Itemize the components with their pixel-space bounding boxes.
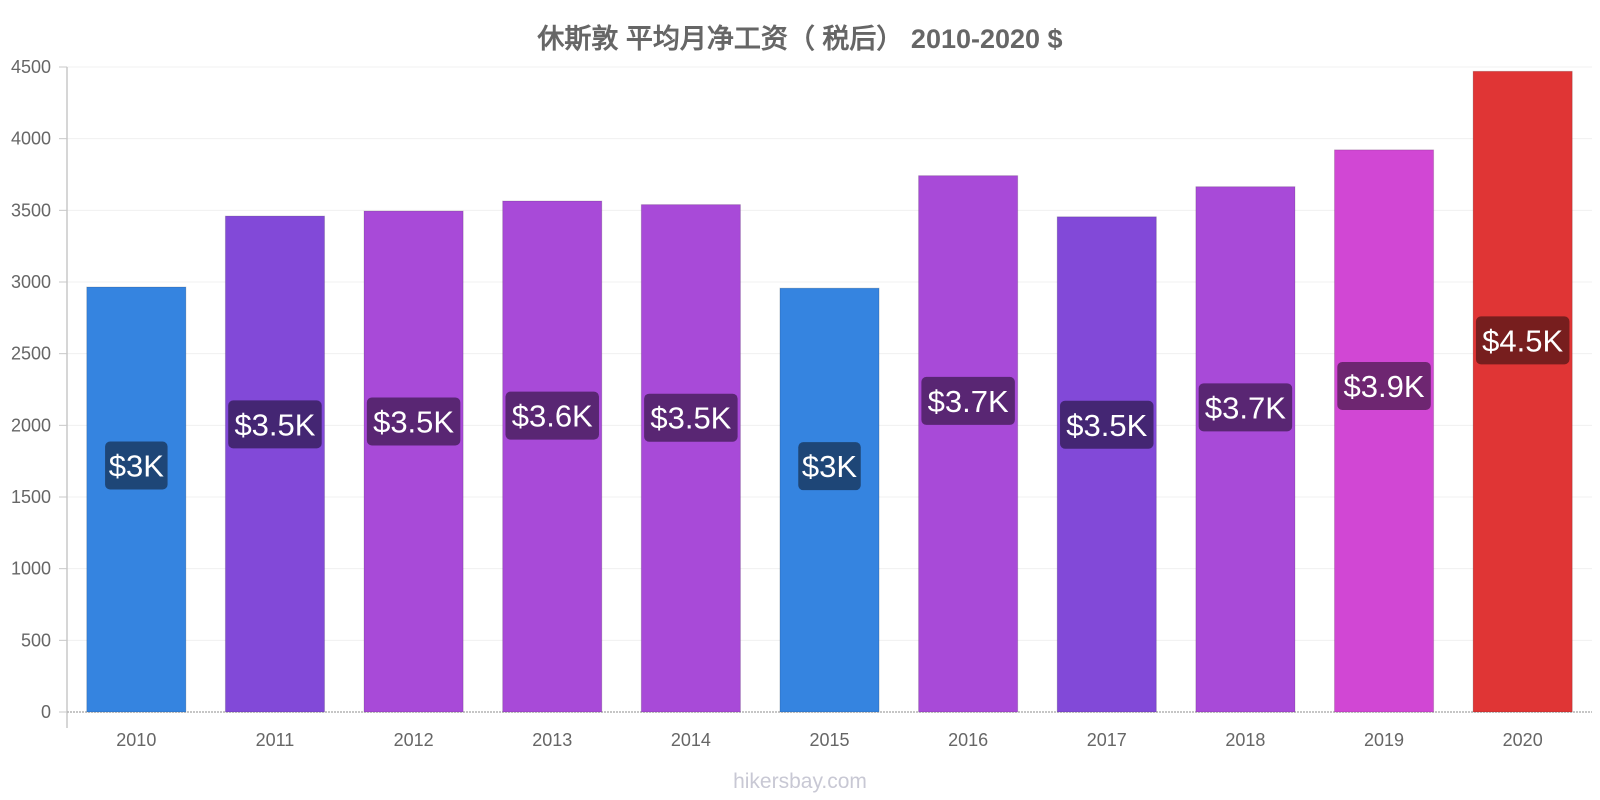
data-label: $3.6K: [512, 399, 593, 434]
data-label: $3K: [109, 449, 164, 484]
y-tick-label: 4500: [11, 57, 51, 77]
bar-2014: [640, 204, 741, 713]
data-label: $3.5K: [234, 407, 315, 442]
data-labels: $3K $3.5K $3.5K $3.6K $3.5K $3K $3.7K $3.5K $3.7…: [105, 316, 1570, 491]
data-label-bg: [505, 391, 599, 440]
data-label: $3.9K: [1344, 369, 1425, 404]
x-tick-label: 2011: [256, 730, 295, 750]
data-label-bg: [1337, 361, 1431, 410]
bars: [86, 70, 1573, 713]
data-label-bg: [644, 393, 738, 442]
x-tick-label: 2016: [948, 730, 988, 750]
x-tick-label: 2018: [1225, 730, 1265, 750]
data-label-bg: [366, 397, 461, 446]
watermark: hikersbay.com: [733, 770, 867, 793]
data-label-bg: [1198, 383, 1293, 432]
x-tick-label: 2019: [1364, 730, 1404, 750]
bar-2019: [1333, 149, 1435, 713]
bar-2010: [86, 286, 187, 713]
data-label: $4.5K: [1482, 323, 1563, 358]
bar-2015: [779, 287, 880, 713]
y-tick-label: 500: [21, 630, 51, 650]
y-tick-label: 1000: [11, 559, 51, 579]
data-label-bg: [105, 441, 168, 490]
bar-2017: [1056, 216, 1157, 713]
x-tick-label: 2017: [1087, 730, 1127, 750]
x-tick-label: 2012: [394, 730, 434, 750]
data-label: $3K: [802, 449, 857, 484]
bar-2016: [918, 175, 1019, 713]
bar-2013: [502, 200, 603, 713]
bar-2011: [224, 215, 326, 713]
x-tick-label: 2014: [671, 730, 711, 750]
x-tick-label: 2020: [1503, 730, 1543, 750]
data-label: $3.5K: [373, 404, 454, 439]
data-label-bg: [798, 442, 861, 491]
x-tick-label: 2013: [532, 730, 572, 750]
data-label-bg: [1475, 316, 1570, 365]
data-label: $3.7K: [928, 384, 1009, 419]
y-tick-label: 2500: [11, 344, 51, 364]
x-tick-label: 2015: [809, 730, 849, 750]
x-tick-label: 2010: [116, 730, 156, 750]
data-label-bg: [1060, 400, 1154, 449]
y-tick-label: 0: [41, 702, 51, 722]
bar-2012: [363, 210, 464, 713]
data-label: $3.5K: [1066, 408, 1147, 443]
y-tick-label: 3500: [11, 200, 51, 220]
data-label-bg: [921, 376, 1015, 425]
data-label: $3.7K: [1205, 390, 1286, 425]
chart-title: 休斯敦 平均月净工资（ 税后） 2010-2020 $: [537, 24, 1063, 54]
data-label-bg: [228, 400, 322, 449]
bar-2020: [1472, 70, 1573, 713]
y-tick-label: 1500: [11, 487, 51, 507]
data-label: $3.5K: [650, 401, 731, 436]
y-tick-label: 3000: [11, 272, 51, 292]
bar-2018: [1195, 186, 1296, 713]
y-tick-label: 4000: [11, 129, 51, 149]
y-tick-label: 2000: [11, 415, 51, 435]
